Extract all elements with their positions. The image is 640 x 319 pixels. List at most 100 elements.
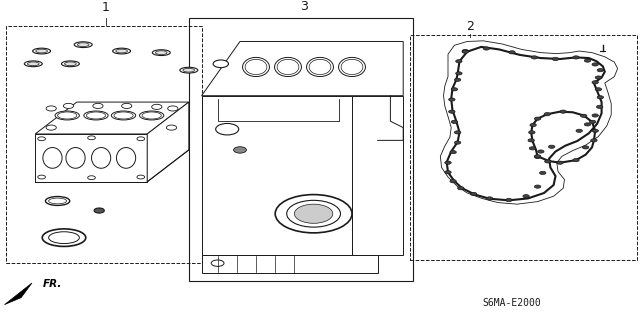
- Circle shape: [545, 160, 551, 163]
- Circle shape: [152, 104, 162, 109]
- Circle shape: [534, 155, 541, 159]
- Ellipse shape: [36, 49, 47, 53]
- Circle shape: [582, 146, 589, 149]
- Bar: [410, 35, 637, 260]
- Ellipse shape: [74, 42, 92, 48]
- Circle shape: [454, 131, 461, 134]
- Circle shape: [449, 98, 455, 101]
- Circle shape: [584, 123, 591, 126]
- Circle shape: [63, 103, 74, 108]
- Polygon shape: [202, 96, 352, 255]
- Circle shape: [534, 185, 541, 188]
- Circle shape: [595, 76, 602, 79]
- Circle shape: [166, 125, 177, 130]
- Polygon shape: [202, 41, 403, 96]
- Circle shape: [275, 195, 352, 233]
- Circle shape: [46, 106, 56, 111]
- Polygon shape: [35, 134, 147, 182]
- Polygon shape: [35, 102, 189, 134]
- Ellipse shape: [92, 147, 111, 168]
- Circle shape: [595, 88, 602, 91]
- Circle shape: [483, 47, 490, 50]
- Circle shape: [450, 151, 456, 154]
- Circle shape: [454, 78, 461, 81]
- Ellipse shape: [275, 57, 301, 77]
- Circle shape: [529, 147, 536, 150]
- Bar: [6, 26, 202, 263]
- Circle shape: [449, 110, 455, 113]
- Circle shape: [592, 114, 598, 117]
- Ellipse shape: [28, 62, 39, 66]
- Circle shape: [456, 60, 462, 63]
- Polygon shape: [147, 102, 189, 182]
- Polygon shape: [202, 255, 378, 273]
- Ellipse shape: [245, 59, 267, 75]
- Ellipse shape: [307, 57, 333, 77]
- Circle shape: [462, 50, 468, 53]
- Circle shape: [597, 96, 604, 99]
- Ellipse shape: [140, 111, 164, 120]
- Circle shape: [573, 56, 579, 59]
- Circle shape: [530, 123, 536, 127]
- Ellipse shape: [86, 112, 106, 119]
- Circle shape: [168, 106, 178, 111]
- Circle shape: [287, 200, 340, 227]
- Text: 2: 2: [467, 20, 474, 33]
- Circle shape: [592, 129, 598, 132]
- Circle shape: [88, 136, 95, 140]
- Circle shape: [560, 110, 566, 113]
- Circle shape: [548, 145, 555, 148]
- Circle shape: [531, 56, 538, 59]
- Circle shape: [589, 120, 596, 123]
- Circle shape: [576, 129, 582, 132]
- Ellipse shape: [339, 57, 365, 77]
- Ellipse shape: [309, 59, 331, 75]
- Circle shape: [458, 187, 464, 190]
- Circle shape: [93, 103, 103, 108]
- Ellipse shape: [116, 49, 127, 53]
- Circle shape: [470, 192, 477, 196]
- Circle shape: [38, 175, 45, 179]
- Text: 1: 1: [102, 1, 109, 14]
- Ellipse shape: [61, 61, 79, 67]
- Circle shape: [454, 141, 461, 144]
- Bar: [189, 18, 413, 281]
- Text: 3: 3: [300, 0, 308, 13]
- Circle shape: [216, 123, 239, 135]
- Circle shape: [573, 159, 579, 162]
- Circle shape: [557, 161, 563, 164]
- Circle shape: [46, 125, 56, 130]
- Circle shape: [211, 260, 224, 266]
- Circle shape: [591, 139, 597, 142]
- Circle shape: [122, 103, 132, 108]
- Polygon shape: [440, 41, 618, 204]
- Circle shape: [544, 113, 550, 116]
- Circle shape: [450, 180, 456, 183]
- Circle shape: [592, 81, 598, 84]
- Ellipse shape: [183, 68, 195, 72]
- Circle shape: [88, 176, 95, 180]
- Ellipse shape: [116, 147, 136, 168]
- Ellipse shape: [277, 59, 299, 75]
- Circle shape: [234, 147, 246, 153]
- Circle shape: [451, 120, 458, 123]
- Circle shape: [523, 195, 529, 198]
- Ellipse shape: [84, 111, 108, 120]
- Ellipse shape: [156, 51, 167, 55]
- Ellipse shape: [33, 48, 51, 54]
- Circle shape: [538, 150, 544, 153]
- Polygon shape: [4, 283, 32, 305]
- Circle shape: [529, 131, 535, 134]
- Circle shape: [462, 49, 468, 53]
- Text: S6MA-E2000: S6MA-E2000: [483, 298, 541, 308]
- Circle shape: [486, 197, 493, 200]
- Ellipse shape: [180, 67, 198, 73]
- Ellipse shape: [77, 43, 89, 47]
- Circle shape: [540, 171, 546, 174]
- Circle shape: [456, 72, 462, 75]
- Circle shape: [584, 59, 591, 62]
- Circle shape: [213, 60, 228, 68]
- Circle shape: [552, 57, 559, 61]
- Ellipse shape: [114, 112, 133, 119]
- Circle shape: [580, 114, 587, 117]
